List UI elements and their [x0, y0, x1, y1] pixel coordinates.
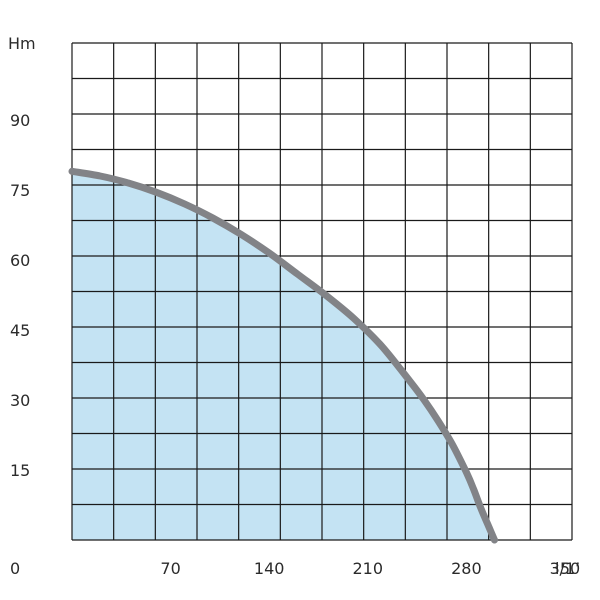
tick-labels-layer: 0 Hm l/1’ 70 140 210 280 350 15 30 45 60 75 90: [8, 34, 580, 578]
y-tick-label: 30: [10, 391, 30, 410]
y-tick-label: 90: [10, 111, 30, 130]
y-tick-label: 15: [10, 461, 30, 480]
performance-area: [72, 171, 495, 541]
grid-layer: [71, 42, 573, 541]
origin-label: 0: [10, 559, 20, 578]
x-tick-label: 140: [254, 559, 285, 578]
x-tick-label: 350: [550, 559, 581, 578]
y-tick-label: 75: [10, 181, 30, 200]
curve-layer: [68, 167, 498, 544]
performance-curve: [68, 167, 498, 544]
x-tick-label: 210: [353, 559, 384, 578]
x-tick-label: 70: [160, 559, 180, 578]
x-tick-label: 280: [451, 559, 482, 578]
y-tick-label: 45: [10, 321, 30, 340]
y-axis-unit-label: Hm: [8, 34, 36, 53]
y-tick-label: 60: [10, 251, 30, 270]
area-fill-layer: [72, 171, 495, 541]
x-axis-unit-label: l/1’: [555, 559, 580, 578]
